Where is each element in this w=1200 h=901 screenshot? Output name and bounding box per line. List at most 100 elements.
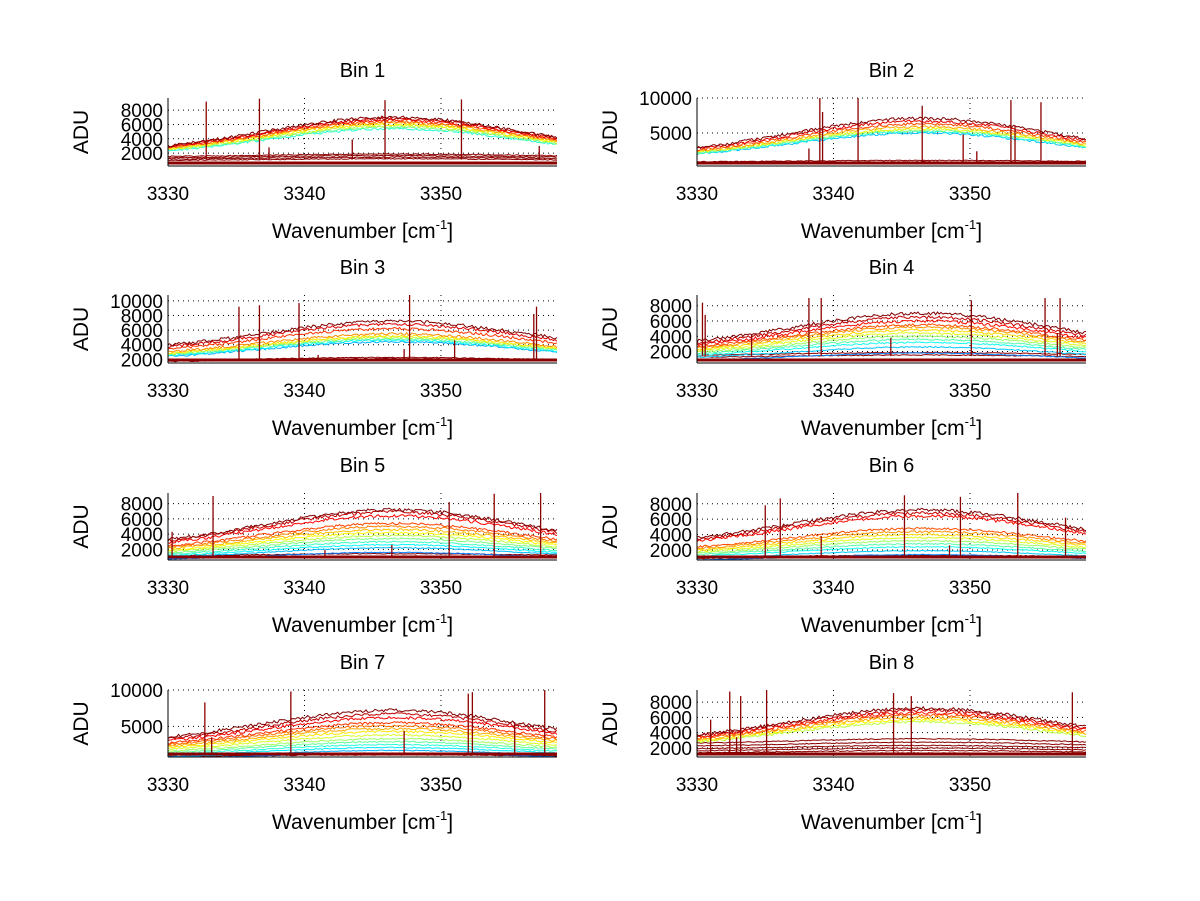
spectrum-trace bbox=[168, 507, 557, 542]
spectrum-trace bbox=[697, 705, 1086, 737]
y-tick-label: 6000 bbox=[121, 510, 163, 531]
spectrum-trace bbox=[697, 511, 1086, 541]
y-axis-label: ADU bbox=[599, 701, 622, 745]
y-tick-label: 2000 bbox=[121, 350, 163, 371]
spectrum-trace bbox=[697, 119, 1086, 149]
spectrum-trace bbox=[697, 539, 1086, 554]
x-axis-label: Wavenumber [cm-1] bbox=[272, 414, 453, 440]
traces bbox=[697, 298, 1086, 362]
x-tick-label: 3330 bbox=[147, 578, 189, 599]
traces bbox=[697, 690, 1086, 756]
spectrum-trace bbox=[697, 529, 1086, 550]
y-tick-label: 4000 bbox=[121, 336, 163, 357]
spectrum-trace bbox=[697, 747, 1086, 752]
spectrum-trace bbox=[697, 323, 1086, 348]
y-tick-label: 8000 bbox=[650, 495, 692, 516]
spectrum-trace bbox=[697, 351, 1086, 356]
spectrum-trace bbox=[168, 124, 557, 150]
subplot-title: Bin 7 bbox=[340, 652, 386, 674]
spectrum-trace bbox=[168, 157, 557, 162]
x-tick-label: 3340 bbox=[283, 775, 325, 796]
y-tick-label: 6000 bbox=[650, 708, 692, 729]
spectrum-trace bbox=[168, 743, 557, 755]
spectrum-trace bbox=[168, 510, 557, 543]
y-axis-label: ADU bbox=[599, 307, 622, 351]
subplot-title: Bin 1 bbox=[340, 60, 386, 82]
x-tick-label: 3340 bbox=[283, 184, 325, 205]
y-tick-label: 6000 bbox=[121, 115, 163, 136]
spectrum-trace bbox=[168, 537, 557, 554]
subplot-title: Bin 6 bbox=[869, 455, 915, 477]
spectrum-trace bbox=[168, 331, 557, 353]
spectrum-trace bbox=[168, 546, 557, 558]
y-tick-label: 8000 bbox=[121, 495, 163, 516]
spectrum-trace bbox=[168, 540, 557, 555]
subplot-title: Bin 3 bbox=[340, 257, 386, 279]
x-tick-label: 3350 bbox=[949, 184, 991, 205]
y-tick-label: 8000 bbox=[650, 693, 692, 714]
spectrum-trace bbox=[697, 311, 1086, 343]
y-axis-label: ADU bbox=[70, 504, 93, 548]
spectrum-trace bbox=[168, 334, 557, 355]
subplot-bin-2: Bin 2 3330 3340 3350 5000 10000 Wavenumber [cm… bbox=[599, 60, 1086, 243]
spectrum-trace bbox=[697, 533, 1086, 551]
spectrum-trace bbox=[168, 322, 557, 349]
x-axis-label: Wavenumber [cm-1] bbox=[272, 217, 453, 243]
x-tick-label: 3330 bbox=[676, 775, 718, 796]
spectrum-trace bbox=[697, 744, 1086, 750]
spectrum-trace bbox=[168, 156, 557, 160]
spectrum-trace bbox=[168, 119, 557, 149]
spectrum-trace bbox=[168, 116, 557, 148]
spectrum-trace bbox=[697, 717, 1086, 743]
spectrum-trace bbox=[697, 127, 1086, 153]
spectrum-trace bbox=[697, 159, 1086, 163]
x-axis-label: Wavenumber [cm-1] bbox=[801, 414, 982, 440]
y-axis-label: ADU bbox=[70, 307, 93, 351]
x-tick-label: 3330 bbox=[676, 578, 718, 599]
y-tick-label: 2000 bbox=[121, 144, 163, 165]
x-tick-label: 3330 bbox=[147, 775, 189, 796]
traces bbox=[697, 98, 1086, 165]
spectrum-trace bbox=[697, 710, 1086, 738]
spectrum-trace bbox=[168, 730, 557, 749]
x-tick-label: 3340 bbox=[812, 775, 854, 796]
y-axis-label: ADU bbox=[70, 701, 93, 745]
y-tick-label: 4000 bbox=[121, 525, 163, 546]
x-tick-label: 3350 bbox=[949, 381, 991, 402]
subplot-bin-7: Bin 7 3330 3340 3350 5000 10000 Wavenumber [cm… bbox=[70, 652, 557, 834]
x-tick-label: 3350 bbox=[949, 775, 991, 796]
spectrum-trace bbox=[697, 334, 1086, 353]
y-tick-label: 2000 bbox=[650, 541, 692, 562]
x-tick-label: 3340 bbox=[812, 578, 854, 599]
spectrum-trace bbox=[697, 749, 1086, 754]
spectrum-trace bbox=[168, 733, 557, 751]
y-tick-label: 10000 bbox=[639, 89, 692, 110]
spectrum-trace bbox=[697, 345, 1086, 358]
y-tick-label: 4000 bbox=[650, 327, 692, 348]
y-tick-label: 8000 bbox=[121, 101, 163, 122]
x-tick-label: 3330 bbox=[147, 184, 189, 205]
x-axis-label: Wavenumber [cm-1] bbox=[801, 611, 982, 637]
spectrum-trace bbox=[168, 521, 557, 547]
spectrum-trace bbox=[697, 741, 1086, 747]
spectrum-trace bbox=[697, 542, 1086, 556]
x-tick-label: 3350 bbox=[949, 578, 991, 599]
y-tick-label: 2000 bbox=[650, 739, 692, 760]
x-tick-label: 3350 bbox=[420, 578, 462, 599]
x-tick-label: 3350 bbox=[420, 381, 462, 402]
spectrum-trace bbox=[697, 507, 1086, 539]
spectrum-trace bbox=[168, 721, 557, 745]
x-tick-label: 3330 bbox=[676, 184, 718, 205]
traces bbox=[697, 493, 1086, 560]
y-tick-label: 2000 bbox=[121, 540, 163, 561]
spectrum-trace bbox=[168, 727, 557, 748]
spectrum-trace bbox=[697, 319, 1086, 347]
spectrum-trace bbox=[168, 528, 557, 550]
spectrum-trace bbox=[168, 712, 557, 740]
y-tick-label: 10000 bbox=[110, 681, 163, 702]
traces bbox=[168, 295, 557, 363]
